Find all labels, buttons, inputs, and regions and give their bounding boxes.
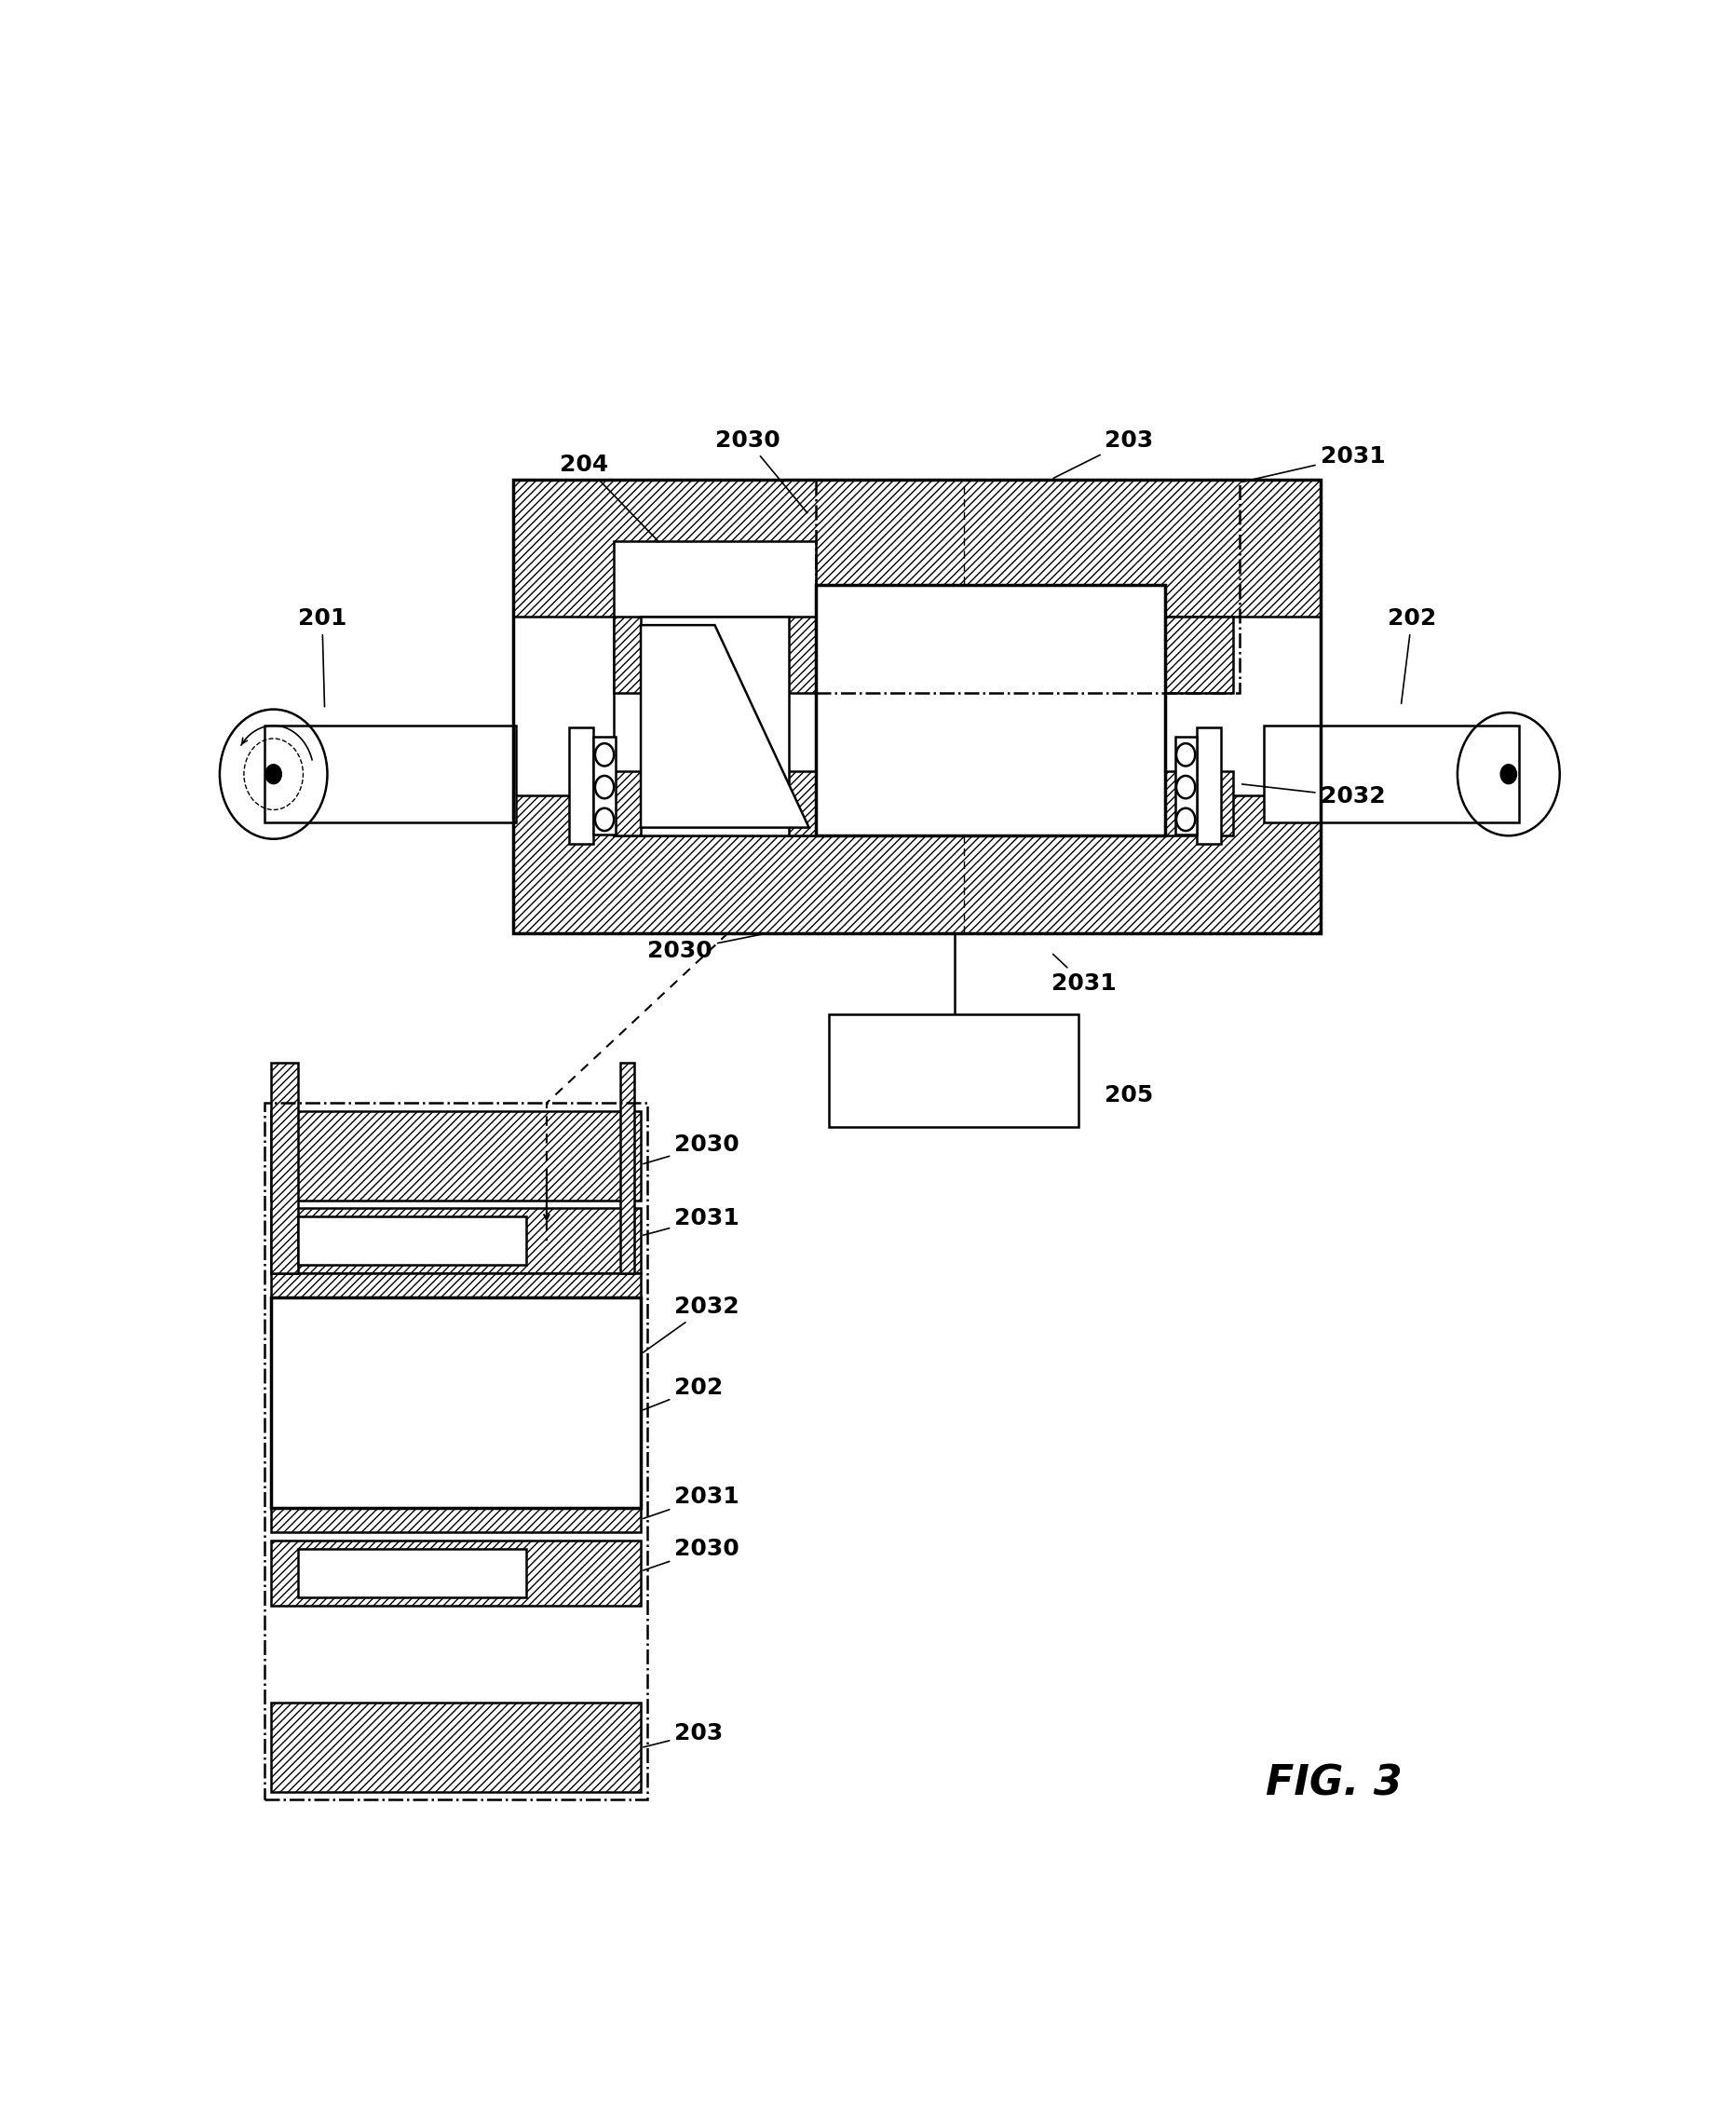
Circle shape: [1500, 764, 1517, 785]
Text: 204: 204: [561, 454, 660, 543]
Bar: [271, 1063, 299, 1273]
Circle shape: [595, 776, 615, 797]
Text: 2031: 2031: [1052, 953, 1116, 995]
Bar: [299, 1216, 526, 1265]
Text: 203: 203: [644, 1721, 724, 1746]
Bar: [1264, 726, 1519, 823]
Bar: [816, 480, 1240, 692]
Polygon shape: [641, 625, 809, 827]
Text: 203: 203: [1054, 429, 1154, 478]
Bar: [271, 1702, 641, 1793]
Bar: [621, 1063, 634, 1273]
Bar: [514, 480, 1321, 616]
Circle shape: [595, 743, 615, 766]
Bar: [271, 1540, 641, 1605]
Bar: [1175, 736, 1196, 833]
Polygon shape: [641, 616, 788, 835]
Bar: [264, 726, 516, 823]
Text: FIG. 3: FIG. 3: [1266, 1763, 1403, 1803]
Text: 202: 202: [644, 1376, 724, 1410]
Bar: [594, 736, 615, 833]
Text: 2032: 2032: [1241, 785, 1385, 808]
Text: 2030: 2030: [644, 1538, 740, 1570]
Bar: [271, 1298, 299, 1509]
Bar: [615, 541, 816, 835]
Bar: [963, 770, 1233, 835]
Bar: [816, 585, 1165, 835]
Bar: [1196, 728, 1220, 844]
Text: 2031: 2031: [1241, 446, 1385, 482]
Bar: [271, 1111, 641, 1199]
Circle shape: [595, 808, 615, 831]
Text: 2031: 2031: [644, 1208, 740, 1235]
Circle shape: [1177, 776, 1194, 797]
Text: 2031: 2031: [644, 1485, 740, 1519]
Bar: [621, 1298, 634, 1509]
Circle shape: [266, 764, 281, 785]
Bar: [271, 1273, 641, 1298]
Bar: [264, 1102, 648, 1799]
Text: 201: 201: [299, 608, 347, 707]
Bar: [299, 1549, 526, 1597]
Text: 2032: 2032: [642, 1296, 740, 1353]
Text: 202: 202: [1387, 608, 1436, 703]
Bar: [569, 728, 594, 844]
Text: 205: 205: [1106, 1084, 1154, 1107]
Bar: [615, 616, 816, 692]
Bar: [830, 1014, 1078, 1128]
Circle shape: [1177, 743, 1194, 766]
Text: 2030: 2030: [644, 1134, 740, 1164]
Bar: [963, 616, 1233, 692]
Bar: [271, 1298, 641, 1509]
Text: 2030: 2030: [715, 429, 807, 513]
Bar: [514, 480, 1321, 932]
Bar: [615, 770, 816, 835]
Bar: [271, 1509, 641, 1532]
Bar: [514, 795, 1321, 932]
Text: 2030: 2030: [648, 934, 766, 962]
Bar: [271, 1208, 641, 1273]
Circle shape: [1177, 808, 1194, 831]
